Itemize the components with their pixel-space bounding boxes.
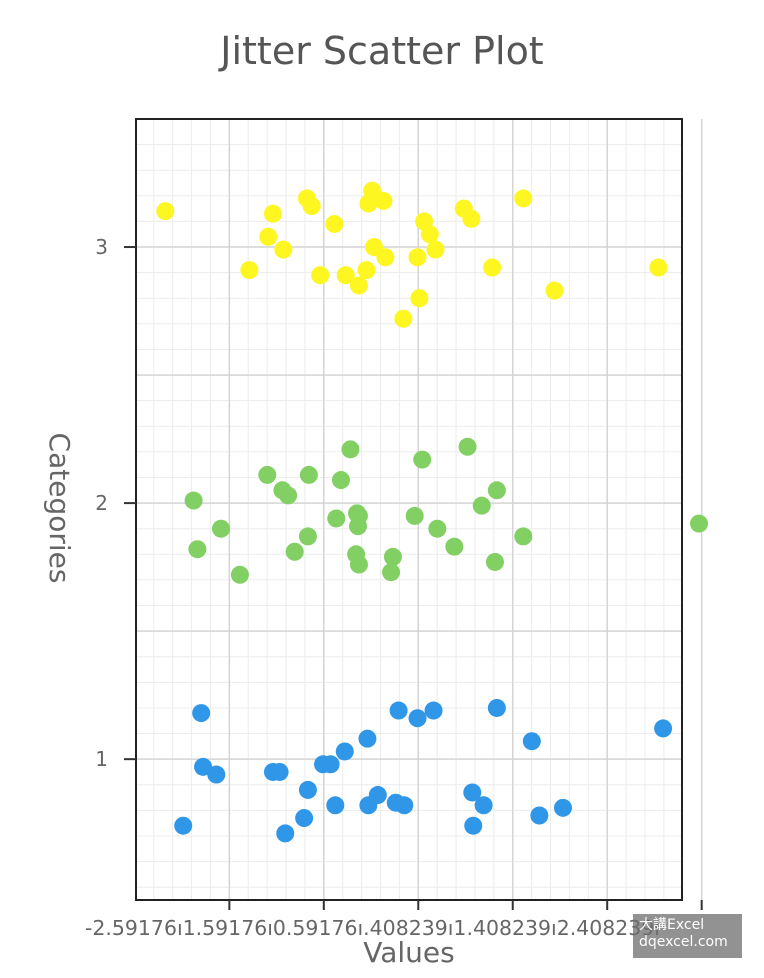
data-point-series-1	[321, 755, 340, 774]
data-point-series-2	[382, 563, 401, 582]
data-point-series-2	[514, 527, 533, 546]
chart-title: Jitter Scatter Plot	[218, 29, 543, 73]
data-point-series-2	[458, 437, 477, 456]
y-tick-label: 1	[95, 747, 108, 771]
data-point-series-3	[462, 209, 481, 228]
data-point-series-3	[649, 258, 668, 277]
data-point-series-1	[298, 780, 317, 799]
data-point-series-1	[654, 719, 673, 738]
data-point-series-1	[522, 732, 541, 751]
x-axis-title: Values	[363, 936, 454, 969]
data-point-series-2	[341, 440, 360, 459]
plot-frame	[135, 118, 683, 901]
data-point-series-3	[336, 266, 355, 285]
data-point-series-1	[358, 729, 377, 748]
data-point-series-3	[483, 258, 502, 277]
y-axis-title: Categories	[43, 433, 76, 584]
data-point-series-2	[690, 514, 709, 533]
data-point-series-2	[405, 506, 424, 525]
data-point-series-3	[376, 248, 395, 267]
data-point-series-1	[368, 786, 387, 805]
data-point-series-1	[424, 701, 443, 720]
data-point-series-2	[487, 481, 506, 500]
data-point-series-2	[230, 565, 249, 584]
data-point-series-1	[464, 816, 483, 835]
data-point-series-3	[325, 214, 344, 233]
data-point-series-3	[302, 197, 321, 216]
data-point-series-1	[295, 809, 314, 828]
data-point-series-1	[326, 796, 345, 815]
data-point-series-3	[263, 204, 282, 223]
data-point-series-2	[472, 496, 491, 515]
watermark: 大講Excel dqexcel.com	[633, 914, 742, 958]
data-point-series-1	[463, 783, 482, 802]
data-point-series-2	[348, 504, 367, 523]
watermark-line2: dqexcel.com	[639, 934, 728, 950]
data-point-series-1	[389, 701, 408, 720]
data-point-series-3	[545, 281, 564, 300]
x-axis-ticks: -2.59176ı1.59176ı0.59176ı.408239ı1.40823…	[85, 900, 703, 940]
data-point-series-2	[331, 471, 350, 490]
data-point-series-1	[192, 704, 211, 723]
data-point-series-1	[487, 698, 506, 717]
watermark-line1: 大講Excel	[639, 917, 705, 933]
y-tick-label: 2	[95, 491, 108, 515]
data-point-series-3	[240, 261, 259, 280]
data-point-series-2	[285, 542, 304, 561]
data-point-series-2	[184, 491, 203, 510]
data-point-series-1	[530, 806, 549, 825]
data-point-series-3	[156, 202, 175, 221]
data-point-series-3	[259, 227, 278, 246]
data-point-series-3	[274, 240, 293, 259]
data-point-series-2	[258, 465, 277, 484]
data-point-series-3	[420, 225, 439, 244]
data-point-series-3	[349, 276, 368, 295]
data-point-series-3	[426, 240, 445, 259]
data-point-series-3	[514, 189, 533, 208]
data-point-series-2	[212, 519, 231, 538]
data-point-series-2	[445, 537, 464, 556]
data-point-series-2	[298, 527, 317, 546]
data-points	[156, 181, 709, 843]
data-point-series-2	[428, 519, 447, 538]
data-point-series-2	[383, 547, 402, 566]
data-point-series-3	[374, 191, 393, 210]
data-point-series-3	[410, 289, 429, 308]
data-point-series-1	[174, 816, 193, 835]
data-point-series-1	[270, 762, 289, 781]
data-point-series-2	[349, 555, 368, 574]
y-axis-ticks: 1 2 3	[95, 235, 136, 771]
data-point-series-1	[207, 765, 226, 784]
data-point-series-2	[485, 552, 504, 571]
data-point-series-2	[188, 540, 207, 559]
data-point-series-1	[395, 796, 414, 815]
y-tick-label: 3	[95, 235, 108, 259]
data-point-series-3	[408, 248, 427, 267]
data-point-series-1	[335, 742, 354, 761]
data-point-series-1	[194, 757, 213, 776]
data-point-series-2	[279, 486, 298, 505]
data-point-series-2	[327, 509, 346, 528]
data-point-series-3	[311, 266, 330, 285]
data-point-series-2	[413, 450, 432, 469]
data-point-series-1	[276, 824, 295, 843]
data-point-series-2	[299, 465, 318, 484]
data-point-series-1	[553, 798, 572, 817]
data-point-series-1	[474, 796, 493, 815]
data-point-series-3	[394, 309, 413, 328]
data-point-series-3	[357, 261, 376, 280]
data-point-series-1	[408, 709, 427, 728]
x-tick-labels: -2.59176ı1.59176ı0.59176ı.408239ı1.40823…	[85, 916, 660, 940]
